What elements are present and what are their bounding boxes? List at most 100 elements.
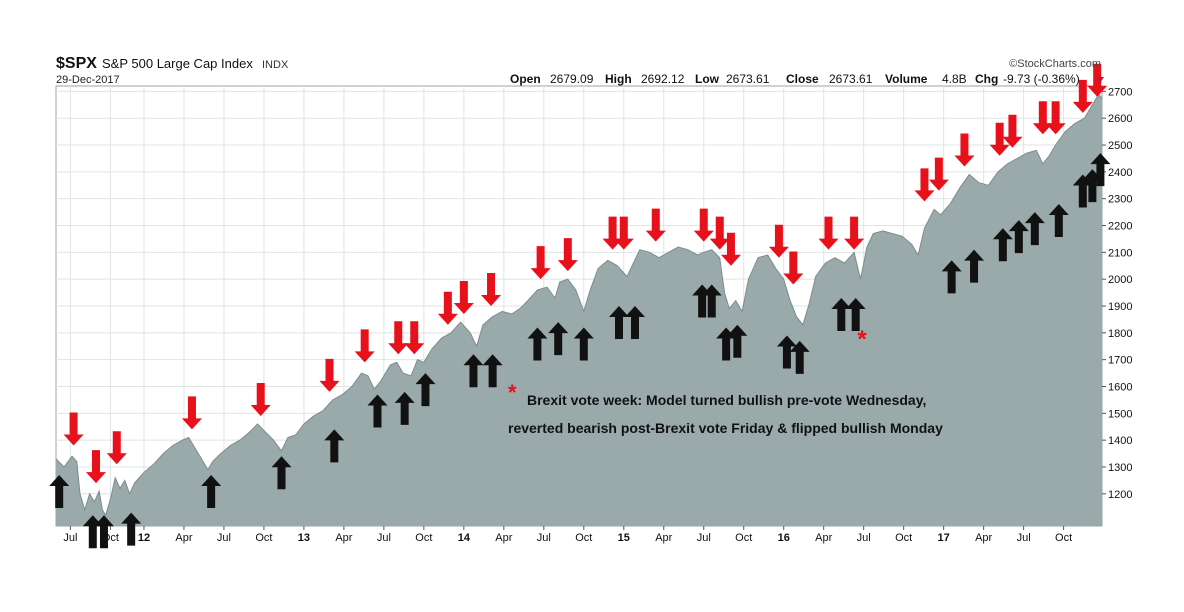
x-axis-ticks: Jul Oct 12 Apr Jul Oct 13 Apr Jul Oct 14 Apr Jul Oct 1… xyxy=(63,526,1072,544)
x-tick-label: Jul xyxy=(63,532,77,544)
low-value: 2673.61 xyxy=(726,72,770,86)
bearish-arrow-icon xyxy=(1002,114,1023,148)
x-tick-label: Oct xyxy=(1055,532,1072,544)
spx-price-line xyxy=(55,93,1103,517)
bearish-arrow-icon xyxy=(181,396,202,430)
x-tick-label: Apr xyxy=(335,532,352,544)
bearish-arrow-icon xyxy=(818,216,839,250)
close-label: Close xyxy=(786,72,819,86)
bearish-arrow-icon xyxy=(404,321,425,355)
ticker-symbol: $SPX xyxy=(56,55,97,72)
bullish-arrow-icon xyxy=(845,297,866,331)
bearish-arrow-icon xyxy=(481,273,502,306)
y-tick-label: 2300 xyxy=(1108,194,1132,206)
bearish-arrow-icon xyxy=(1032,101,1053,135)
high-label: High xyxy=(605,72,632,86)
bearish-arrow-icon xyxy=(319,358,340,392)
bearish-arrow-icon xyxy=(530,246,551,280)
x-tick-label: 13 xyxy=(298,532,310,544)
bearish-arrow-icon xyxy=(783,251,804,285)
stockcharts-watermark: ©StockCharts.com xyxy=(1009,58,1101,70)
bullish-arrow-icon xyxy=(482,354,503,388)
chg-value: -9.73 (-0.36%) xyxy=(1003,72,1080,86)
chg-label: Chg xyxy=(975,72,998,86)
bullish-arrow-icon xyxy=(701,284,722,318)
chg-down-icon xyxy=(1096,77,1104,83)
bullish-arrow-icon xyxy=(941,260,962,294)
ohlc-readout: Open 2679.09 High 2692.12 Low 2673.61 Cl… xyxy=(510,72,1104,86)
bullish-arrow-icon xyxy=(324,429,345,463)
bearish-arrow-icon xyxy=(645,208,666,242)
high-value: 2692.12 xyxy=(641,72,685,86)
annotation-line-1: Brexit vote week: Model turned bullish p… xyxy=(527,392,926,408)
bullish-arrow-icon xyxy=(992,228,1013,262)
bullish-arrow-icon xyxy=(49,475,70,509)
x-tick-label: Jul xyxy=(1017,532,1031,544)
bearish-arrow-icon xyxy=(85,450,106,484)
bullish-arrow-icon xyxy=(624,306,645,339)
bearish-arrow-icon xyxy=(1087,63,1108,97)
y-tick-label: 1200 xyxy=(1108,489,1132,501)
y-tick-label: 2400 xyxy=(1108,167,1132,179)
bullish-arrow-icon xyxy=(1090,153,1111,187)
bullish-arrow-icon xyxy=(271,456,292,490)
bullish-arrow-icon xyxy=(548,322,569,356)
low-label: Low xyxy=(695,72,720,86)
y-tick-label: 1300 xyxy=(1108,462,1132,474)
bearish-arrow-icon xyxy=(437,291,458,325)
bearish-arrow-icon xyxy=(250,383,271,416)
bullish-arrow-icon xyxy=(1072,174,1093,208)
x-tick-label: Oct xyxy=(575,532,592,544)
y-tick-label: 1600 xyxy=(1108,381,1132,393)
y-tick-label: 2100 xyxy=(1108,247,1132,259)
x-tick-label: Apr xyxy=(655,532,672,544)
x-tick-label: Jul xyxy=(857,532,871,544)
bullish-arrow-icon xyxy=(727,324,748,358)
bullish-arrow-icon xyxy=(201,475,222,509)
y-tick-label: 1400 xyxy=(1108,435,1132,447)
bearish-arrow-icon xyxy=(720,232,741,266)
bearish-arrow-icon xyxy=(914,168,935,202)
bearish-arrow-icon xyxy=(768,224,789,258)
x-tick-label: Apr xyxy=(815,532,832,544)
x-tick-label: 17 xyxy=(938,532,950,544)
bearish-arrow-icon xyxy=(453,281,474,315)
x-tick-label: Jul xyxy=(697,532,711,544)
x-tick-label: 14 xyxy=(458,532,471,544)
bullish-arrow-icon xyxy=(776,335,797,369)
y-tick-label: 1700 xyxy=(1108,355,1132,367)
open-value: 2679.09 xyxy=(550,72,594,86)
bullish-arrow-icon xyxy=(394,391,415,425)
spx-price-area xyxy=(56,94,1102,526)
bullish-arrow-icon xyxy=(831,297,852,331)
x-tick-label: 12 xyxy=(138,532,150,544)
bearish-arrow-icon xyxy=(1045,101,1066,135)
volume-label: Volume xyxy=(885,72,928,86)
bullish-arrow-icon xyxy=(964,249,985,283)
exchange-label: INDX xyxy=(262,59,289,71)
y-tick-label: 1800 xyxy=(1108,328,1132,340)
bearish-arrow-icon xyxy=(557,238,578,272)
bearish-arrow-icon xyxy=(709,216,730,250)
x-tick-label: 16 xyxy=(778,532,790,544)
bullish-arrow-icon xyxy=(527,327,548,361)
bearish-arrow-icon xyxy=(989,122,1010,156)
bearish-arrow-icon xyxy=(354,329,375,363)
index-name: S&P 500 Large Cap Index xyxy=(102,56,253,71)
x-tick-label: 15 xyxy=(618,532,630,544)
x-tick-label: Jul xyxy=(537,532,551,544)
annotation-asterisk: * xyxy=(508,380,517,405)
chart-date: 29-Dec-2017 xyxy=(56,74,120,86)
y-tick-label: 2200 xyxy=(1108,221,1132,233)
bullish-arrow-icon xyxy=(121,512,142,546)
bullish-arrow-icon xyxy=(608,306,629,339)
y-axis-ticks: 1200 1300 1400 1500 1600 1700 1800 1900 2000 2100… xyxy=(1102,86,1132,501)
bearish-arrow-icon xyxy=(1072,79,1093,113)
bullish-arrow-icon xyxy=(93,515,114,549)
x-tick-label: Oct xyxy=(415,532,432,544)
x-tick-label: Apr xyxy=(495,532,512,544)
bearish-arrow-icon xyxy=(613,216,634,250)
x-tick-label: Oct xyxy=(255,532,272,544)
close-value: 2673.61 xyxy=(829,72,873,86)
